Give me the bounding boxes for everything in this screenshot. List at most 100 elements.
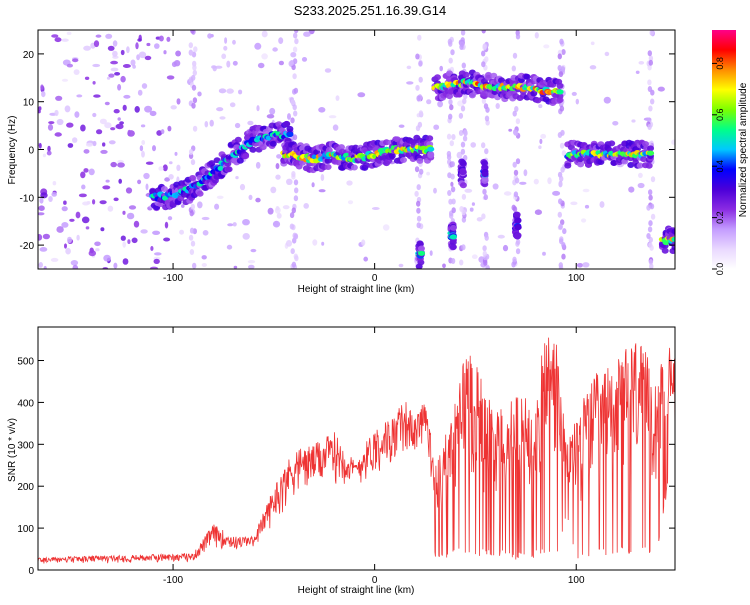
heatmap-cell — [608, 140, 616, 147]
heatmap-cell — [437, 100, 443, 108]
heatmap-cell — [107, 205, 114, 212]
heatmap-cell — [108, 73, 115, 78]
heatmap-cell — [39, 197, 44, 204]
heatmap-cell — [276, 212, 282, 219]
heatmap-cell — [117, 162, 125, 168]
heatmap-cell — [192, 69, 197, 76]
heatmap-cell — [78, 193, 87, 198]
heatmap-cell — [461, 62, 466, 69]
heatmap-cell — [558, 71, 564, 78]
colorbar-tick-label: 0.0 — [715, 263, 725, 276]
heatmap-cell — [266, 114, 275, 119]
heatmap-cell — [232, 222, 237, 227]
y-tick-label: 400 — [17, 398, 34, 409]
heatmap-cell — [103, 254, 111, 262]
heatmap-cell — [508, 128, 513, 132]
heatmap-cell — [137, 89, 143, 96]
heatmap-cell — [584, 204, 590, 209]
heatmap-cell — [559, 105, 565, 112]
y-tick-label: 500 — [17, 357, 34, 368]
heatmap-cell — [117, 117, 121, 121]
heatmap-cell — [188, 234, 194, 241]
heatmap-cell — [560, 166, 565, 173]
heatmap-cell — [191, 74, 196, 81]
heatmap-cell — [534, 209, 543, 215]
heatmap-cell — [221, 53, 227, 60]
heatmap-cell — [628, 186, 635, 193]
heatmap-cell — [657, 86, 665, 92]
heatmap-cell — [80, 171, 86, 179]
heatmap-cell — [557, 53, 562, 60]
heatmap-cell — [167, 216, 173, 221]
heatmap-cell — [286, 178, 293, 185]
heatmap-cell — [293, 179, 299, 186]
heatmap-cell — [272, 47, 278, 52]
heatmap-cell — [303, 203, 310, 209]
heatmap-cell — [255, 197, 261, 203]
heatmap-cell — [275, 163, 280, 170]
heatmap-cell — [69, 218, 75, 222]
heatmap-cell — [73, 69, 80, 75]
heatmap-cell — [294, 38, 299, 45]
heatmap-cell — [85, 142, 94, 147]
heatmap-cell — [188, 42, 193, 49]
heatmap-cell — [451, 198, 456, 205]
heatmap-cell — [492, 183, 499, 190]
heatmap-cell — [294, 255, 299, 262]
heatmap-cell — [485, 265, 490, 269]
heatmap-cell — [64, 105, 71, 113]
heatmap-cell — [201, 255, 207, 260]
heatmap-cell — [54, 37, 62, 43]
heatmap-cell — [449, 104, 454, 111]
heatmap-cell — [112, 50, 118, 57]
heatmap-cell — [85, 226, 90, 230]
heatmap-cell — [83, 45, 91, 51]
heatmap-cell — [126, 212, 135, 220]
heatmap-cell — [166, 36, 171, 42]
heatmap-cell — [216, 195, 224, 199]
heatmap-cell — [242, 219, 250, 226]
heatmap-cell — [433, 124, 440, 130]
heatmap-cell — [38, 109, 41, 114]
heatmap-cell — [110, 60, 118, 65]
heatmap-cell — [117, 84, 122, 91]
heatmap-cell — [72, 58, 79, 63]
heatmap-cell — [539, 138, 543, 145]
heatmap-cell — [256, 105, 260, 112]
heatmap-cell — [448, 57, 453, 64]
heatmap-cell — [107, 45, 115, 51]
x-tick-label: 100 — [568, 575, 585, 586]
heatmap-cell — [415, 53, 420, 60]
heatmap-cell — [371, 207, 380, 210]
heatmap-cell — [247, 120, 254, 126]
heatmap-cell — [647, 79, 652, 86]
heatmap-cell — [176, 164, 181, 171]
heatmap-cell — [50, 257, 59, 262]
heatmap-cell — [130, 59, 136, 66]
heatmap-cell — [481, 98, 487, 104]
heatmap-cell — [216, 107, 224, 112]
heatmap-cell — [416, 95, 421, 102]
heatmap-cell — [293, 233, 299, 240]
heatmap-cell — [84, 76, 90, 81]
heatmap-cell — [102, 142, 106, 147]
heatmap-cell — [638, 61, 645, 65]
heatmap-cell — [94, 241, 101, 247]
heatmap-cell — [637, 182, 645, 189]
heatmap-cell — [570, 201, 578, 206]
heatmap-cell — [558, 180, 563, 188]
heatmap-cell — [661, 247, 669, 254]
heatmap-cell — [463, 129, 468, 136]
heatmap-cell — [460, 30, 466, 36]
heatmap-cell — [38, 212, 45, 216]
heatmap-cell — [648, 259, 654, 265]
heatmap-cell — [446, 154, 452, 161]
heatmap-cell — [154, 43, 160, 49]
heatmap-cell — [460, 148, 466, 155]
heatmap-cell — [547, 177, 552, 185]
heatmap-cell — [135, 42, 139, 50]
heatmap-cell — [204, 121, 209, 128]
heatmap-cell — [249, 146, 257, 153]
heatmap-cell — [481, 61, 486, 68]
heatmap-cell — [482, 250, 487, 257]
